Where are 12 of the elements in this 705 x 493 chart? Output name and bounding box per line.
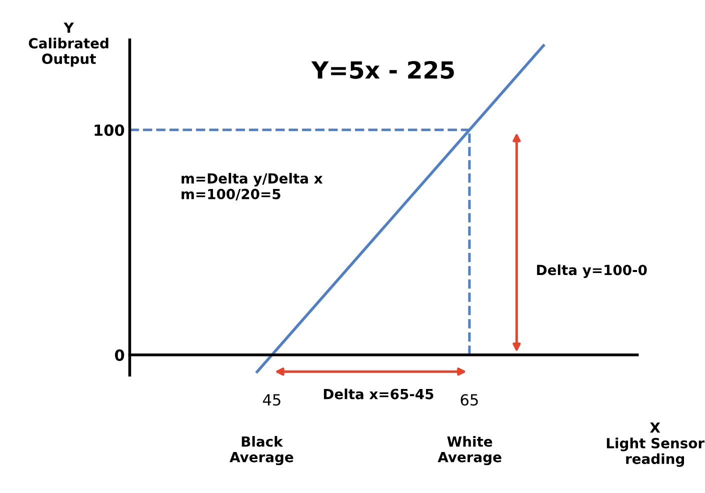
annotation: m=Delta y/Delta x m=100/20=5 [182,172,323,200]
x-axis-title: X Light Sensor reading [606,422,704,467]
text: White Average [438,436,502,466]
text: Delta x=65-45 [324,388,434,400]
x-tick-label: 45 [262,394,280,406]
text: Y=5x - 225 [311,61,454,79]
text: Black Average [230,436,294,466]
annotation: Delta y=100-0 [537,264,647,278]
y-tick-label: 0 [114,349,124,361]
x-tick-label: 65 [460,394,478,406]
y-tick-label: 100 [94,124,124,136]
y-axis-title: Y Calibrated Output [28,22,108,67]
